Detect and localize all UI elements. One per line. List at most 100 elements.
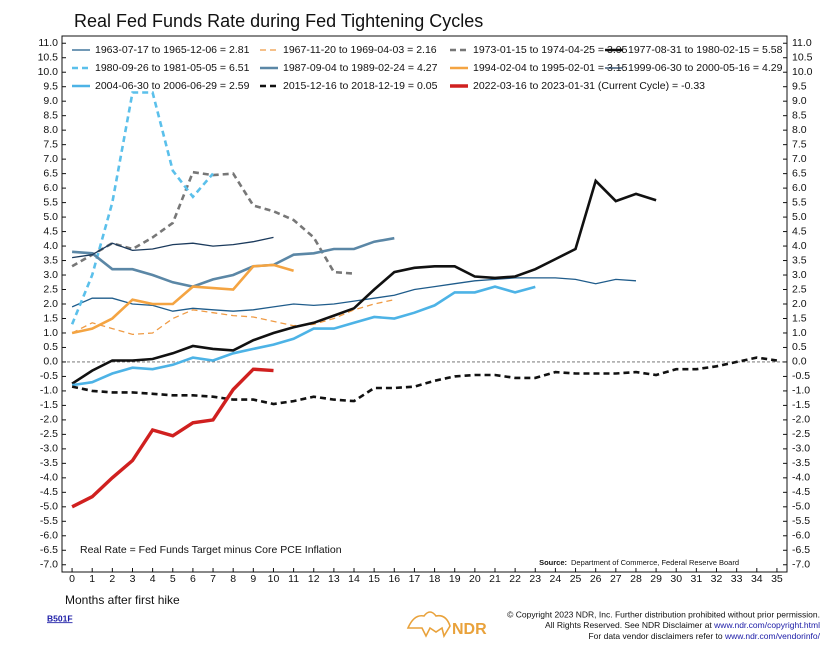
vendor-link[interactable]: www.ndr.com/vendorinfo/ — [724, 631, 821, 641]
logo-text: NDR — [452, 621, 487, 638]
annotation: Real Rate = Fed Funds Target minus Core … — [80, 544, 342, 556]
series-line — [71, 367, 274, 509]
y2-tick-label: 11.0 — [792, 37, 812, 49]
y-tick-label: 7.0 — [43, 153, 58, 165]
chart-title: Real Fed Funds Rate during Fed Tightenin… — [74, 11, 483, 31]
y-tick-label: 9.5 — [43, 80, 58, 92]
y-tick-label: 10.0 — [38, 66, 59, 78]
y-tick-label: 5.5 — [43, 196, 58, 208]
legend-label: 1973-01-15 to 1974-04-25 = 3.05 — [473, 44, 628, 56]
y2-tick-label: 7.0 — [792, 153, 807, 165]
y-tick-label: 5.0 — [43, 211, 58, 223]
series-line — [71, 178, 657, 385]
ndr-logo: NDR — [406, 611, 487, 638]
y2-tick-label: 5.0 — [792, 211, 807, 223]
y2-tick-label: -1.5 — [792, 399, 810, 411]
legend-label: 2022-03-16 to 2023-01-31 (Current Cycle)… — [473, 80, 705, 92]
y2-tick-label: 6.0 — [792, 182, 807, 194]
legend-label: 1999-06-30 to 2000-05-16 = 4.29 — [628, 62, 783, 74]
x-tick-label: 19 — [449, 573, 461, 585]
x-tick-label: 1 — [89, 573, 95, 585]
series-line — [72, 236, 274, 259]
y-tick-label: 11.0 — [38, 37, 58, 49]
chart-code: B501F — [47, 613, 73, 623]
y-tick-label: -0.5 — [40, 370, 58, 382]
y2-tick-label: 2.5 — [792, 283, 807, 295]
x-tick-label: 15 — [368, 573, 380, 585]
y-tick-label: -2.0 — [40, 414, 58, 426]
y-tick-label: 2.5 — [43, 283, 58, 295]
x-tick-label: 27 — [610, 573, 622, 585]
y2-tick-label: 3.5 — [792, 254, 807, 266]
y2-tick-label: 10.0 — [792, 66, 813, 78]
series-line — [71, 299, 395, 336]
x-tick-label: 7 — [210, 573, 216, 585]
x-tick-label: 31 — [691, 573, 703, 585]
disclaimer-link[interactable]: www.ndr.com/copyright.html — [713, 620, 820, 630]
y-tick-label: -4.0 — [40, 472, 58, 484]
y-tick-label: 1.5 — [43, 312, 58, 324]
x-tick-label: 6 — [190, 573, 196, 585]
x-tick-label: 23 — [529, 573, 541, 585]
series-line — [71, 356, 778, 406]
x-tick-label: 13 — [328, 573, 340, 585]
y-tick-label: -6.5 — [40, 544, 58, 556]
y2-tick-label: -4.0 — [792, 472, 810, 484]
y2-tick-label: -3.5 — [792, 457, 810, 469]
x-tick-label: 12 — [308, 573, 320, 585]
y2-tick-label: 7.5 — [792, 138, 807, 150]
y2-tick-label: -6.5 — [792, 544, 810, 556]
x-tick-label: 34 — [751, 573, 763, 585]
x-tick-label: 0 — [69, 573, 75, 585]
legend-label: 1987-09-04 to 1989-02-24 = 4.27 — [283, 62, 438, 74]
y2-tick-label: -4.5 — [792, 486, 810, 498]
x-tick-label: 28 — [630, 573, 642, 585]
y-tick-label: -3.5 — [40, 457, 58, 469]
y2-tick-label: -6.0 — [792, 530, 810, 542]
y-tick-label: 8.0 — [43, 124, 58, 136]
source-label: Source: — [539, 558, 567, 567]
y-tick-label: -4.5 — [40, 486, 58, 498]
x-tick-label: 35 — [771, 573, 783, 585]
vendor-note: For data vendor disclaimers refer to www… — [588, 631, 820, 641]
series-line — [70, 91, 214, 325]
y-tick-label: 9.0 — [43, 95, 58, 107]
x-tick-label: 20 — [469, 573, 481, 585]
y2-tick-label: 4.0 — [792, 240, 807, 252]
y2-tick-label: -1.0 — [792, 385, 810, 397]
y-tick-label: 4.5 — [43, 225, 58, 237]
y2-tick-label: -0.5 — [792, 370, 810, 382]
y2-tick-label: -7.0 — [792, 559, 810, 571]
y-tick-label: 8.5 — [43, 109, 58, 121]
x-tick-label: 3 — [130, 573, 136, 585]
x-tick-label: 30 — [670, 573, 682, 585]
x-tick-label: 22 — [509, 573, 521, 585]
y-tick-label: 2.0 — [43, 298, 58, 310]
x-tick-label: 24 — [550, 573, 562, 585]
y2-tick-label: 8.5 — [792, 109, 807, 121]
legend-label: 1977-08-31 to 1980-02-15 = 5.58 — [628, 44, 783, 56]
x-tick-label: 29 — [650, 573, 662, 585]
y-tick-label: -7.0 — [40, 559, 58, 571]
y2-tick-label: 3.0 — [792, 269, 807, 281]
x-tick-label: 25 — [570, 573, 582, 585]
disclaimer: All Rights Reserved. See NDR Disclaimer … — [545, 620, 820, 630]
series-line — [71, 277, 637, 312]
y-tick-label: 4.0 — [43, 240, 58, 252]
x-tick-label: 4 — [150, 573, 156, 585]
y-tick-label: 0.5 — [43, 341, 58, 353]
y2-tick-label: 4.5 — [792, 225, 807, 237]
x-axis-label: Months after first hike — [65, 593, 180, 607]
y2-tick-label: 1.0 — [792, 327, 807, 339]
legend-label: 1980-09-26 to 1981-05-05 = 6.51 — [95, 62, 250, 74]
x-tick-label: 21 — [489, 573, 501, 585]
x-tick-label: 26 — [590, 573, 602, 585]
y2-tick-label: -5.0 — [792, 501, 810, 513]
legend-label: 2004-06-30 to 2006-06-29 = 2.59 — [95, 80, 250, 92]
x-tick-label: 16 — [388, 573, 400, 585]
x-tick-label: 33 — [731, 573, 743, 585]
series-line — [71, 263, 294, 335]
y2-tick-label: 0.5 — [792, 341, 807, 353]
legend: 1963-07-17 to 1965-12-06 = 2.81 1967-11-2… — [72, 44, 783, 92]
x-tick-label: 18 — [429, 573, 441, 585]
